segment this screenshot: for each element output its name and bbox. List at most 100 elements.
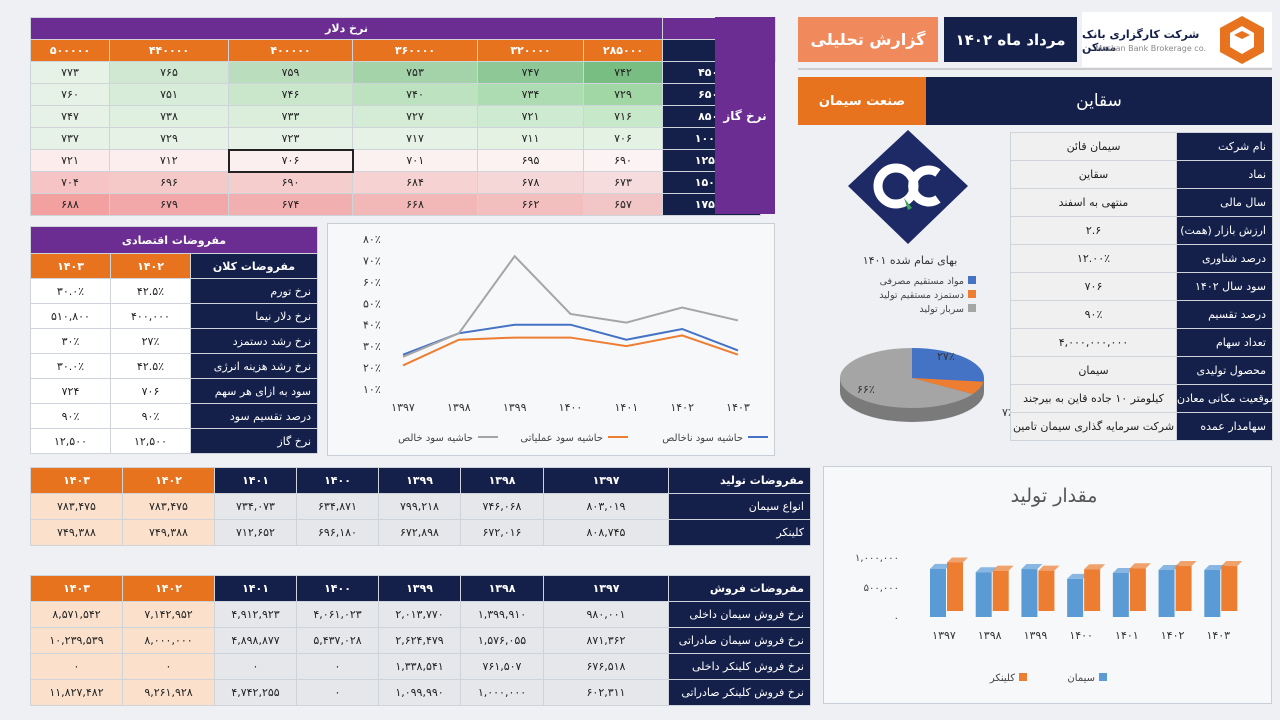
sensitivity-cell: ۷۷۳ bbox=[30, 61, 110, 84]
sensitivity-cell: ۷۳۴ bbox=[477, 83, 584, 106]
bar bbox=[1067, 578, 1084, 617]
line-series bbox=[402, 334, 739, 367]
sensitivity-cell: ۷۲۳ bbox=[228, 127, 353, 150]
info-key: سود سال ۱۴۰۲ bbox=[1176, 272, 1273, 301]
bar bbox=[1112, 572, 1129, 617]
info-row: ۲.۶ ارزش بازار (همت) bbox=[1010, 216, 1273, 245]
info-row: سیمان قائن نام شرکت bbox=[1010, 132, 1273, 161]
info-key: ارزش بازار (همت) bbox=[1176, 216, 1273, 245]
sales-cell: ۸,۰۰۰,۰۰۰ bbox=[122, 627, 215, 654]
sensitivity-row: ۷۶۰ ۷۵۱ ۷۴۶ ۷۴۰ ۷۳۴ ۷۲۹ ۶۵۰۰ bbox=[30, 83, 776, 106]
info-value: ۹۰٪ bbox=[1010, 300, 1177, 329]
pie-label: ۲۷٪ bbox=[937, 350, 955, 363]
sensitivity-cell: ۷۲۱ bbox=[477, 105, 584, 128]
info-key: تعداد سهام bbox=[1176, 328, 1273, 357]
sensitivity-cell: ۷۰۴ bbox=[30, 171, 110, 194]
production-bar-chart: مقدار تولید ۰ ۵۰۰,۰۰۰ ۱,۰۰۰,۰۰۰ ۱۳۹۷ ۱۳۹۸ ۱۳۹۹… bbox=[855, 485, 1243, 684]
sales-cell: ۱,۳۳۸,۵۴۱ bbox=[378, 653, 461, 680]
bar-legend-label: سیمان bbox=[1067, 673, 1095, 684]
dollar-rate-header: ۳۲۰۰۰۰ bbox=[477, 39, 584, 62]
line-y-tick: ۵۰٪ bbox=[363, 297, 381, 310]
production-year-header: ۱۴۰۱ bbox=[214, 467, 297, 494]
symbol-title: سقاین bbox=[926, 77, 1272, 125]
report-type-badge: گزارش تحلیلی bbox=[798, 17, 938, 62]
production-cell: ۶۷۲,۰۱۶ bbox=[460, 519, 544, 546]
sensitivity-cell: ۶۹۰ bbox=[228, 171, 353, 194]
sensitivity-cell: ۷۲۹ bbox=[109, 127, 229, 150]
report-period: مرداد ماه ۱۴۰۲ bbox=[944, 17, 1077, 62]
bar-top bbox=[1175, 561, 1197, 567]
sales-cell: ۱,۰۹۹,۹۹۰ bbox=[378, 679, 461, 706]
sensitivity-row: ۷۴۷ ۷۳۸ ۷۳۳ ۷۲۷ ۷۲۱ ۷۱۶ ۸۵۰۰ bbox=[30, 105, 776, 128]
info-value: سیمان bbox=[1010, 356, 1177, 385]
pie-legend-item: سربار تولید bbox=[850, 304, 980, 315]
industry-badge: صنعت سیمان bbox=[798, 77, 926, 125]
pie-slice bbox=[912, 378, 984, 395]
bar-top bbox=[1221, 561, 1243, 567]
sensitivity-cell: ۷۴۶ bbox=[228, 83, 353, 106]
bar-x-tick: ۱۴۰۱ bbox=[1115, 629, 1139, 642]
line-x-tick: ۱۳۹۷ bbox=[391, 401, 415, 414]
bar bbox=[947, 562, 963, 611]
sales-cell: ۴,۰۶۱,۰۲۳ bbox=[296, 601, 379, 628]
sensitivity-cell: ۶۹۵ bbox=[477, 149, 584, 172]
macro-row: ۳۰.۰٪ ۴۲.۵٪ نرخ تورم bbox=[30, 278, 319, 304]
sales-cell: ۰ bbox=[296, 653, 379, 680]
bar-top bbox=[992, 565, 1014, 571]
sales-cell: ۰ bbox=[122, 653, 215, 680]
sales-cell: ۷,۱۴۲,۹۵۲ bbox=[122, 601, 215, 628]
macro-value-1403: ۳۰.۰٪ bbox=[30, 353, 111, 379]
company-name-en: Maskan Bank Brokerage co. bbox=[1095, 44, 1206, 53]
pie-slice bbox=[840, 348, 973, 408]
info-value: ۷۰۶ bbox=[1010, 272, 1177, 301]
macro-key: نرخ دلار نیما bbox=[189, 303, 319, 329]
qc-logo-icon bbox=[848, 130, 968, 244]
line-y-tick: ۲۰٪ bbox=[363, 362, 381, 375]
sales-row: ۸,۵۷۱,۵۴۲ ۷,۱۴۲,۹۵۲ ۴,۹۱۲,۹۲۳ ۴,۰۶۱,۰۲۳ ۲,۰۱… bbox=[30, 601, 811, 628]
sensitivity-row: ۶۸۸ ۶۷۹ ۶۷۴ ۶۶۸ ۶۶۲ ۶۵۷ ۱۷۵۰۰ bbox=[30, 193, 776, 216]
macro-row: ۱۲,۵۰۰ ۱۲,۵۰۰ نرخ گاز bbox=[30, 428, 319, 454]
company-logo: شرکت کارگزاری بانک مسکن Maskan Bank Brok… bbox=[1082, 12, 1272, 67]
margin-line-chart: ۱۰٪ ۲۰٪ ۳۰٪ ۴۰٪ ۵۰٪ ۶۰٪ ۷۰٪ ۸۰٪ ۱۳۹۷ ۱۳۹۸ ۱۳۹۹ ۱۴۰۰… bbox=[363, 233, 768, 444]
sensitivity-cell: ۷۴۷ bbox=[30, 105, 110, 128]
company-info-table: سیمان قائن نام شرکت سقاین نماد منتهی به اسفن… bbox=[1010, 132, 1273, 441]
line-y-tick: ۴۰٪ bbox=[363, 319, 381, 332]
line-x-tick: ۱۳۹۸ bbox=[447, 401, 471, 414]
production-chart-panel: مقدار تولید ۰ ۵۰۰,۰۰۰ ۱,۰۰۰,۰۰۰ ۱۳۹۷ ۱۳۹۸ ۱۳۹۹… bbox=[823, 466, 1272, 704]
macro-row: ۹۰٪ ۹۰٪ درصد تقسیم سود bbox=[30, 403, 319, 429]
bar-legend-swatch bbox=[1099, 673, 1107, 681]
macro-year-header: ۱۴۰۳ bbox=[30, 253, 111, 279]
info-row: شرکت سرمایه گذاری سیمان تامین سهامدار عمد… bbox=[1010, 412, 1273, 441]
sales-year-header: ۱۴۰۱ bbox=[214, 575, 297, 602]
sales-cell: ۴,۷۴۲,۲۵۵ bbox=[214, 679, 297, 706]
line-series bbox=[402, 323, 739, 356]
info-value: ۴,۰۰۰,۰۰۰,۰۰۰ bbox=[1010, 328, 1177, 357]
sales-row: ۱۱,۸۲۷,۴۸۲ ۹,۲۶۱,۹۲۸ ۴,۷۴۲,۲۵۵ ۰ ۱,۰۹۹,۹۹۰ ۱,… bbox=[30, 679, 811, 706]
info-value: ۱۲.۰۰٪ bbox=[1010, 244, 1177, 273]
sensitivity-row: ۷۰۴ ۶۹۶ ۶۹۰ ۶۸۴ ۶۷۸ ۶۷۳ ۱۵۰۰۰ bbox=[30, 171, 776, 194]
sensitivity-cell: ۶۷۹ bbox=[109, 193, 229, 216]
sensitivity-cell: ۷۵۱ bbox=[109, 83, 229, 106]
gas-rate-title: نرخ گاز bbox=[715, 17, 775, 214]
bar-top bbox=[1084, 564, 1106, 570]
sales-cell: ۰ bbox=[296, 679, 379, 706]
macro-value-1403: ۱۲,۵۰۰ bbox=[30, 428, 111, 454]
sales-head-row: ۱۴۰۳ ۱۴۰۲ ۱۴۰۱ ۱۴۰۰ ۱۳۹۹ ۱۳۹۸ ۱۳۹۷ مفروضات فروش bbox=[30, 575, 811, 602]
line-x-tick: ۱۴۰۳ bbox=[726, 401, 750, 414]
info-key: نام شرکت bbox=[1176, 132, 1273, 161]
sales-cell: ۶۰۲,۳۱۱ bbox=[543, 679, 669, 706]
sensitivity-cell: ۶۵۷ bbox=[582, 193, 664, 216]
sensitivity-cell: ۶۶۸ bbox=[352, 193, 478, 216]
sensitivity-cell: ۷۲۱ bbox=[30, 149, 110, 172]
sales-cell: ۸,۵۷۱,۵۴۲ bbox=[30, 601, 123, 628]
info-key: سال مالی bbox=[1176, 188, 1273, 217]
dollar-rate-title: نرخ دلار bbox=[29, 17, 664, 40]
production-cell: ۷۴۹,۳۸۸ bbox=[122, 519, 215, 546]
bar bbox=[1175, 566, 1192, 611]
bar bbox=[1038, 570, 1055, 611]
sensitivity-cell: ۶۷۳ bbox=[582, 171, 664, 194]
bar-y-tick: ۵۰۰,۰۰۰ bbox=[864, 583, 899, 594]
bar bbox=[930, 568, 946, 617]
line-x-tick: ۱۳۹۹ bbox=[503, 401, 527, 414]
info-row: کیلومتر ۱۰ جاده قاین به بیرجند موقعیت مکا… bbox=[1010, 384, 1273, 413]
